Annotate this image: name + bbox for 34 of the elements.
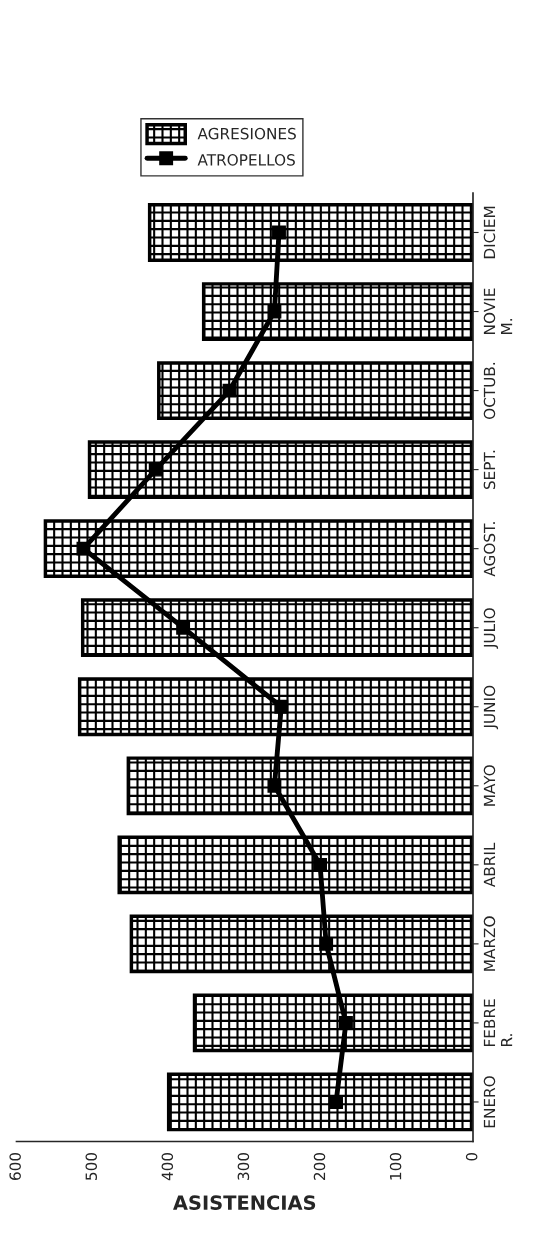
y-tick-label: MAYO [483,765,496,806]
point [272,225,286,240]
x-tick-label: 200 [313,1152,326,1180]
point [176,620,191,635]
legend-label: ATROPELLOS [197,154,295,166]
y-tick-label: SEPT. [483,450,496,490]
point [148,462,163,477]
y-tick-label: MARZO [483,916,496,971]
y-tick-label: ABRIL [483,842,496,887]
point [222,383,237,398]
legend-label: AGRESIONES [197,127,296,140]
point [329,1095,343,1109]
x-tick-label: 400 [161,1152,174,1181]
y-tick-label: ENERO [483,1076,496,1128]
y-tick-label: NOVIE M. [483,288,513,334]
y-tick-label: DICIEM [483,206,496,259]
point [267,778,282,793]
point [274,699,289,714]
y-tick-label: AGOST. [483,522,496,577]
point [338,1015,353,1030]
point [313,857,328,872]
x-tick-label: 0 [465,1152,478,1161]
point [76,541,91,556]
y-tick-label: FEBRE R. [483,999,513,1047]
point [319,936,334,951]
y-tick-label: OCTUB. [483,362,496,419]
x-tick-label: 600 [9,1152,21,1180]
y-tick-label: JUNIO [483,685,499,730]
y-tick-label: JULIO [483,608,499,649]
x-axis-title: ASISTENCIAS [173,1195,316,1210]
x-tick-label: 500 [85,1152,98,1180]
x-tick-label: 100 [389,1152,402,1180]
x-tick-label: 300 [237,1152,250,1180]
point [267,304,282,319]
